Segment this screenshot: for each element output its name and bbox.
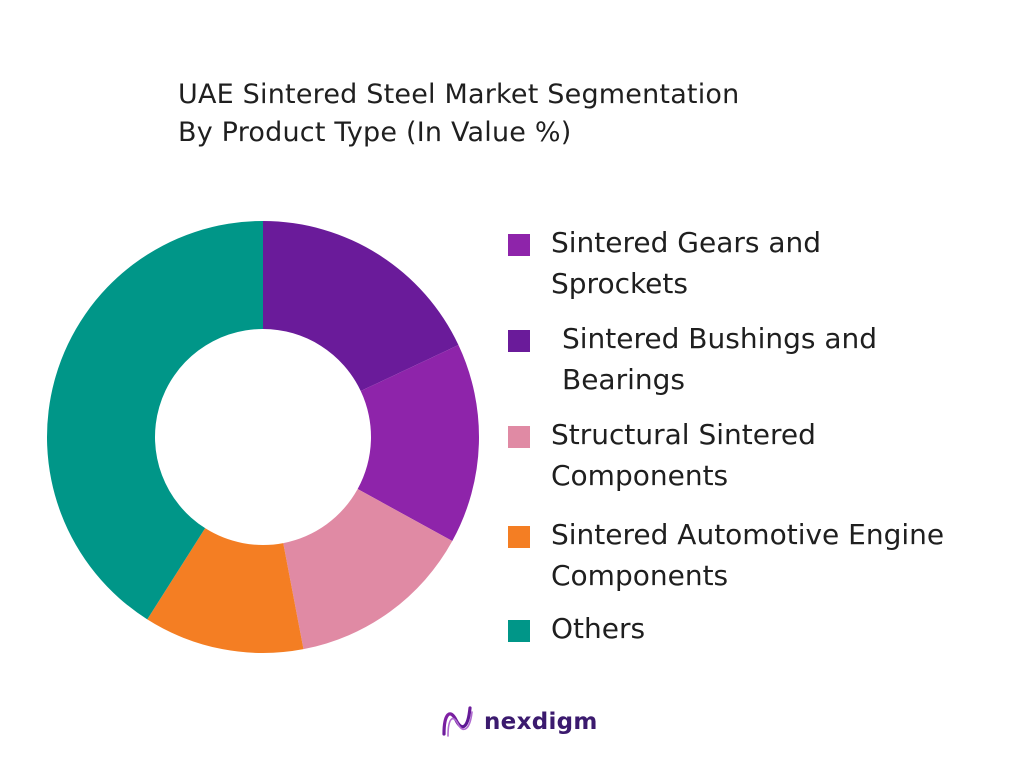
- brand-logo: nexdigm: [440, 704, 598, 740]
- legend-label: Others: [551, 612, 646, 645]
- brand-name: nexdigm: [484, 709, 598, 735]
- chart-title: UAE Sintered Steel Market Segmentation B…: [178, 76, 739, 152]
- legend-label: Sintered Automotive Engine: [551, 518, 945, 551]
- legend-swatch: [508, 526, 530, 548]
- legend-label: Sintered Bushings and: [562, 322, 878, 355]
- legend-item: Sintered Bushings and Bearings: [508, 318, 1008, 400]
- donut-slice-sintered-bushings-and-bearings: [263, 221, 459, 392]
- legend-item: Others: [508, 608, 1008, 649]
- legend-item: Structural Sintered Components: [508, 414, 1008, 496]
- legend-label: Components: [551, 459, 729, 492]
- legend-swatch: [508, 330, 530, 352]
- legend-label: Structural Sintered: [551, 418, 816, 451]
- legend-swatch: [508, 234, 530, 256]
- legend-item: Sintered Gears and Sprockets: [508, 222, 1008, 304]
- donut-slice-others: [47, 221, 263, 620]
- chart-title-line-2: By Product Type (In Value %): [178, 117, 572, 148]
- legend-label: Sintered Gears and: [551, 226, 822, 259]
- nexdigm-logo-icon: [442, 706, 473, 737]
- legend-label: Components: [551, 559, 729, 592]
- legend-label: Sprockets: [551, 267, 688, 300]
- chart-title-line-1: UAE Sintered Steel Market Segmentation: [178, 79, 740, 110]
- legend-swatch: [508, 426, 530, 448]
- legend-label: Bearings: [562, 363, 685, 396]
- donut-slice-sintered-automotive-engine-components: [147, 528, 304, 653]
- donut-slice-structural-sintered-components: [283, 489, 453, 650]
- donut-slice-sintered-gears-and-sprockets: [357, 345, 480, 542]
- legend-item: Sintered Automotive Engine Components: [508, 514, 1008, 596]
- legend-swatch: [508, 620, 530, 642]
- chart-legend: Sintered Gears and Sprockets Sintered Bush…: [508, 222, 1008, 649]
